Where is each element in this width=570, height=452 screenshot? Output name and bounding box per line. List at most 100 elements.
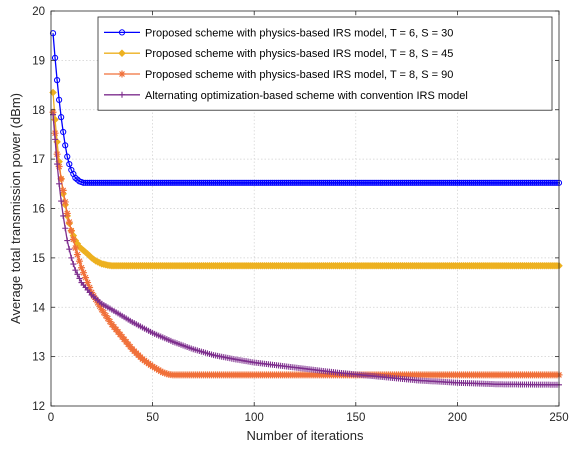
data-point xyxy=(76,275,83,282)
data-point xyxy=(58,198,65,205)
data-point xyxy=(149,179,156,186)
data-point xyxy=(456,179,463,186)
data-point xyxy=(271,179,278,186)
data-point xyxy=(80,269,88,277)
data-point xyxy=(67,227,75,235)
data-point xyxy=(190,179,197,186)
data-point xyxy=(391,179,398,186)
data-point xyxy=(370,179,378,186)
data-point xyxy=(59,186,67,194)
legend-marker xyxy=(119,91,125,98)
legend-label: Proposed scheme with physics-based IRS m… xyxy=(145,69,453,81)
data-point xyxy=(362,179,370,186)
data-point xyxy=(275,179,282,186)
legend-item-1: Proposed scheme with physics-based IRS m… xyxy=(104,27,453,39)
data-point xyxy=(330,179,337,186)
data-point xyxy=(102,312,110,320)
data-point xyxy=(60,212,67,219)
data-point xyxy=(291,179,298,186)
legend-item-3: Proposed scheme with physics-based IRS m… xyxy=(104,69,453,81)
data-point xyxy=(377,179,384,186)
data-point xyxy=(153,179,160,186)
legend-item-2: Proposed scheme with physics-based IRS m… xyxy=(104,48,453,60)
data-point xyxy=(297,179,305,186)
data-point xyxy=(220,179,227,186)
data-point xyxy=(513,179,520,186)
data-point xyxy=(198,179,205,186)
data-point xyxy=(346,179,353,186)
data-point xyxy=(102,179,109,186)
data-point xyxy=(238,179,246,186)
data-point xyxy=(529,179,536,186)
data-point xyxy=(334,179,341,186)
data-point xyxy=(216,179,223,186)
data-point xyxy=(511,179,518,186)
data-point xyxy=(482,179,489,186)
data-point xyxy=(360,179,368,186)
data-point xyxy=(507,179,514,186)
data-point xyxy=(269,179,276,186)
data-point xyxy=(228,179,235,186)
data-point xyxy=(74,271,81,278)
data-point xyxy=(387,179,394,186)
data-point xyxy=(54,161,61,168)
data-point xyxy=(429,179,437,186)
data-point xyxy=(484,179,491,186)
data-point xyxy=(240,179,248,186)
y-tick-label: 16 xyxy=(32,204,45,216)
data-point xyxy=(397,179,404,186)
data-point xyxy=(143,179,150,186)
series-layer xyxy=(49,30,563,388)
data-point xyxy=(141,179,148,186)
data-point xyxy=(135,179,142,186)
data-point xyxy=(145,179,152,186)
data-point xyxy=(551,179,559,186)
data-point xyxy=(206,179,213,186)
data-point xyxy=(440,179,447,186)
data-point xyxy=(200,179,207,186)
data-point xyxy=(75,257,83,265)
data-point xyxy=(301,179,309,186)
data-point xyxy=(259,179,266,186)
data-point xyxy=(100,309,108,317)
y-axis-label: Average total transmission power (dBm) xyxy=(8,93,23,324)
data-point xyxy=(503,179,510,186)
data-point xyxy=(84,179,91,186)
data-point xyxy=(56,180,63,187)
data-point xyxy=(285,179,292,186)
data-point xyxy=(324,179,331,186)
data-point xyxy=(70,261,77,268)
data-point xyxy=(100,179,107,186)
data-point xyxy=(348,179,355,186)
data-point xyxy=(204,179,211,186)
data-point xyxy=(448,179,455,186)
data-point xyxy=(464,179,471,186)
data-point xyxy=(58,114,65,121)
data-point xyxy=(96,179,103,186)
data-point xyxy=(541,179,548,186)
data-point xyxy=(86,284,94,291)
data-point xyxy=(344,179,351,186)
data-point xyxy=(210,179,217,186)
data-point xyxy=(438,179,445,186)
data-point xyxy=(499,179,506,186)
data-point xyxy=(51,54,59,62)
data-point xyxy=(90,179,97,186)
data-point xyxy=(121,179,128,186)
y-tick-label: 12 xyxy=(32,401,45,413)
data-point xyxy=(399,179,406,186)
data-point xyxy=(425,179,433,186)
data-point xyxy=(242,179,250,186)
data-point xyxy=(332,179,339,186)
data-point xyxy=(525,179,532,186)
data-point xyxy=(385,179,392,186)
data-point xyxy=(454,179,461,186)
data-point xyxy=(129,179,136,186)
data-point xyxy=(293,179,300,186)
data-point xyxy=(137,179,144,186)
data-point xyxy=(232,179,240,186)
data-point xyxy=(169,179,177,186)
data-point xyxy=(381,179,388,186)
data-point xyxy=(251,179,258,186)
data-point xyxy=(415,179,422,186)
